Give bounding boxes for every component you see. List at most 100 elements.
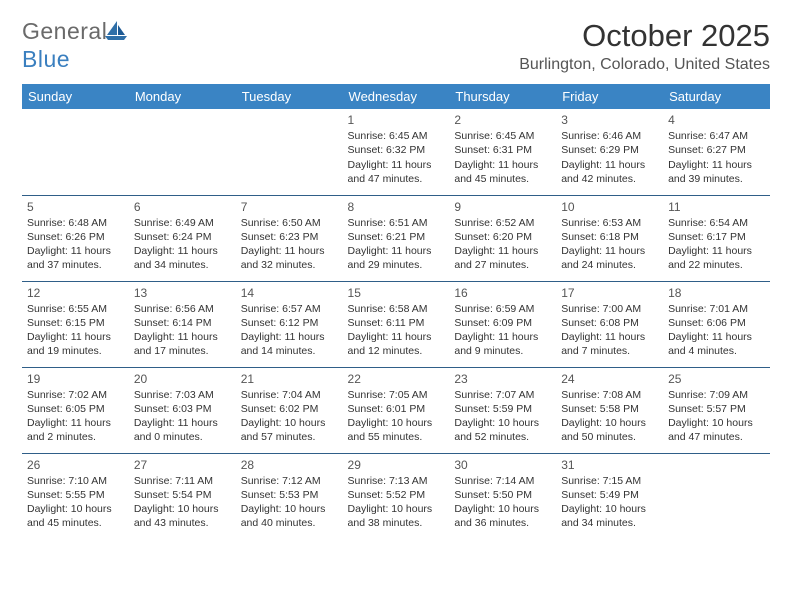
calendar-day-cell: 9Sunrise: 6:52 AMSunset: 6:20 PMDaylight…	[449, 195, 556, 281]
sunrise-text: Sunrise: 6:47 AM	[668, 129, 765, 143]
calendar-day-cell: 2Sunrise: 6:45 AMSunset: 6:31 PMDaylight…	[449, 109, 556, 195]
sunset-text: Sunset: 5:57 PM	[668, 402, 765, 416]
day-number: 11	[668, 199, 765, 215]
sunset-text: Sunset: 5:59 PM	[454, 402, 551, 416]
day-number: 29	[348, 457, 445, 473]
calendar-week-row: 1Sunrise: 6:45 AMSunset: 6:32 PMDaylight…	[22, 109, 770, 195]
sunset-text: Sunset: 6:11 PM	[348, 316, 445, 330]
sunset-text: Sunset: 6:18 PM	[561, 230, 658, 244]
daylight-text: Daylight: 11 hours and 12 minutes.	[348, 330, 445, 358]
day-number: 30	[454, 457, 551, 473]
logo-text-blue: Blue	[22, 46, 70, 72]
sunrise-text: Sunrise: 7:10 AM	[27, 474, 124, 488]
title-block: October 2025 Burlington, Colorado, Unite…	[519, 18, 770, 74]
weekday-header: Saturday	[663, 84, 770, 109]
daylight-text: Daylight: 10 hours and 43 minutes.	[134, 502, 231, 530]
sunrise-text: Sunrise: 7:15 AM	[561, 474, 658, 488]
daylight-text: Daylight: 11 hours and 22 minutes.	[668, 244, 765, 272]
calendar-day-cell: 11Sunrise: 6:54 AMSunset: 6:17 PMDayligh…	[663, 195, 770, 281]
weekday-header: Thursday	[449, 84, 556, 109]
daylight-text: Daylight: 10 hours and 45 minutes.	[27, 502, 124, 530]
sunrise-text: Sunrise: 6:45 AM	[348, 129, 445, 143]
sunrise-text: Sunrise: 6:52 AM	[454, 216, 551, 230]
sunset-text: Sunset: 6:09 PM	[454, 316, 551, 330]
sunset-text: Sunset: 6:32 PM	[348, 143, 445, 157]
calendar-day-cell: 7Sunrise: 6:50 AMSunset: 6:23 PMDaylight…	[236, 195, 343, 281]
sunset-text: Sunset: 5:54 PM	[134, 488, 231, 502]
logo-sail-icon	[105, 19, 127, 46]
calendar-day-cell: 26Sunrise: 7:10 AMSunset: 5:55 PMDayligh…	[22, 453, 129, 539]
sunrise-text: Sunrise: 7:01 AM	[668, 302, 765, 316]
day-number: 8	[348, 199, 445, 215]
day-number: 17	[561, 285, 658, 301]
calendar-day-cell: 8Sunrise: 6:51 AMSunset: 6:21 PMDaylight…	[343, 195, 450, 281]
calendar-empty-cell	[236, 109, 343, 195]
calendar-day-cell: 4Sunrise: 6:47 AMSunset: 6:27 PMDaylight…	[663, 109, 770, 195]
day-number: 24	[561, 371, 658, 387]
weekday-header: Friday	[556, 84, 663, 109]
day-number: 7	[241, 199, 338, 215]
calendar-day-cell: 25Sunrise: 7:09 AMSunset: 5:57 PMDayligh…	[663, 367, 770, 453]
daylight-text: Daylight: 11 hours and 17 minutes.	[134, 330, 231, 358]
sunset-text: Sunset: 6:26 PM	[27, 230, 124, 244]
sunset-text: Sunset: 5:50 PM	[454, 488, 551, 502]
calendar-day-cell: 19Sunrise: 7:02 AMSunset: 6:05 PMDayligh…	[22, 367, 129, 453]
sunrise-text: Sunrise: 7:03 AM	[134, 388, 231, 402]
day-number: 5	[27, 199, 124, 215]
calendar-day-cell: 27Sunrise: 7:11 AMSunset: 5:54 PMDayligh…	[129, 453, 236, 539]
daylight-text: Daylight: 10 hours and 52 minutes.	[454, 416, 551, 444]
sunset-text: Sunset: 5:58 PM	[561, 402, 658, 416]
calendar-day-cell: 29Sunrise: 7:13 AMSunset: 5:52 PMDayligh…	[343, 453, 450, 539]
sunset-text: Sunset: 6:24 PM	[134, 230, 231, 244]
sunrise-text: Sunrise: 7:00 AM	[561, 302, 658, 316]
calendar-day-cell: 12Sunrise: 6:55 AMSunset: 6:15 PMDayligh…	[22, 281, 129, 367]
page-title: October 2025	[519, 18, 770, 54]
day-number: 12	[27, 285, 124, 301]
sunrise-text: Sunrise: 6:48 AM	[27, 216, 124, 230]
sunset-text: Sunset: 6:20 PM	[454, 230, 551, 244]
sunrise-text: Sunrise: 6:49 AM	[134, 216, 231, 230]
calendar-week-row: 5Sunrise: 6:48 AMSunset: 6:26 PM Daylight…	[22, 195, 770, 281]
sunrise-text: Sunrise: 6:58 AM	[348, 302, 445, 316]
sunset-text: Sunset: 6:21 PM	[348, 230, 445, 244]
day-number: 1	[348, 112, 445, 128]
sunset-text: Sunset: 6:31 PM	[454, 143, 551, 157]
sunrise-text: Sunrise: 7:04 AM	[241, 388, 338, 402]
daylight-text: Daylight: 11 hours and 14 minutes.	[241, 330, 338, 358]
day-number: 6	[134, 199, 231, 215]
daylight-text: Daylight: 10 hours and 57 minutes.	[241, 416, 338, 444]
sunrise-text: Sunrise: 7:07 AM	[454, 388, 551, 402]
daylight-text: Daylight: 11 hours and 4 minutes.	[668, 330, 765, 358]
calendar-empty-cell	[22, 109, 129, 195]
calendar-day-cell: 18Sunrise: 7:01 AMSunset: 6:06 PMDayligh…	[663, 281, 770, 367]
sunset-text: Sunset: 6:05 PM	[27, 402, 124, 416]
calendar-day-cell: 20Sunrise: 7:03 AMSunset: 6:03 PMDayligh…	[129, 367, 236, 453]
sunset-text: Sunset: 6:08 PM	[561, 316, 658, 330]
sunrise-text: Sunrise: 6:55 AM	[27, 302, 124, 316]
sunset-text: Sunset: 6:17 PM	[668, 230, 765, 244]
daylight-text: Daylight: 11 hours and 0 minutes.	[134, 416, 231, 444]
sunset-text: Sunset: 6:23 PM	[241, 230, 338, 244]
daylight-text: Daylight: 11 hours and 27 minutes.	[454, 244, 551, 272]
weekday-header: Monday	[129, 84, 236, 109]
calendar-day-cell: 6Sunrise: 6:49 AMSunset: 6:24 PMDaylight…	[129, 195, 236, 281]
day-number: 9	[454, 199, 551, 215]
logo: General Blue	[22, 18, 127, 73]
daylight-text: Daylight: 10 hours and 38 minutes.	[348, 502, 445, 530]
calendar-day-cell: 16Sunrise: 6:59 AMSunset: 6:09 PMDayligh…	[449, 281, 556, 367]
day-number: 23	[454, 371, 551, 387]
daylight-text: Daylight: 10 hours and 34 minutes.	[561, 502, 658, 530]
sunrise-text: Sunrise: 6:51 AM	[348, 216, 445, 230]
weekday-header: Sunday	[22, 84, 129, 109]
day-number: 16	[454, 285, 551, 301]
daylight-text: Daylight: 11 hours and 29 minutes.	[348, 244, 445, 272]
calendar-day-cell: 13Sunrise: 6:56 AMSunset: 6:14 PMDayligh…	[129, 281, 236, 367]
sunrise-text: Sunrise: 6:54 AM	[668, 216, 765, 230]
sunset-text: Sunset: 6:02 PM	[241, 402, 338, 416]
sunset-text: Sunset: 6:15 PM	[27, 316, 124, 330]
sunrise-text: Sunrise: 7:14 AM	[454, 474, 551, 488]
daylight-text: Daylight: 11 hours and 47 minutes.	[348, 158, 445, 186]
calendar-day-cell: 30Sunrise: 7:14 AMSunset: 5:50 PMDayligh…	[449, 453, 556, 539]
day-number: 31	[561, 457, 658, 473]
daylight-text: Daylight: 11 hours and 42 minutes.	[561, 158, 658, 186]
